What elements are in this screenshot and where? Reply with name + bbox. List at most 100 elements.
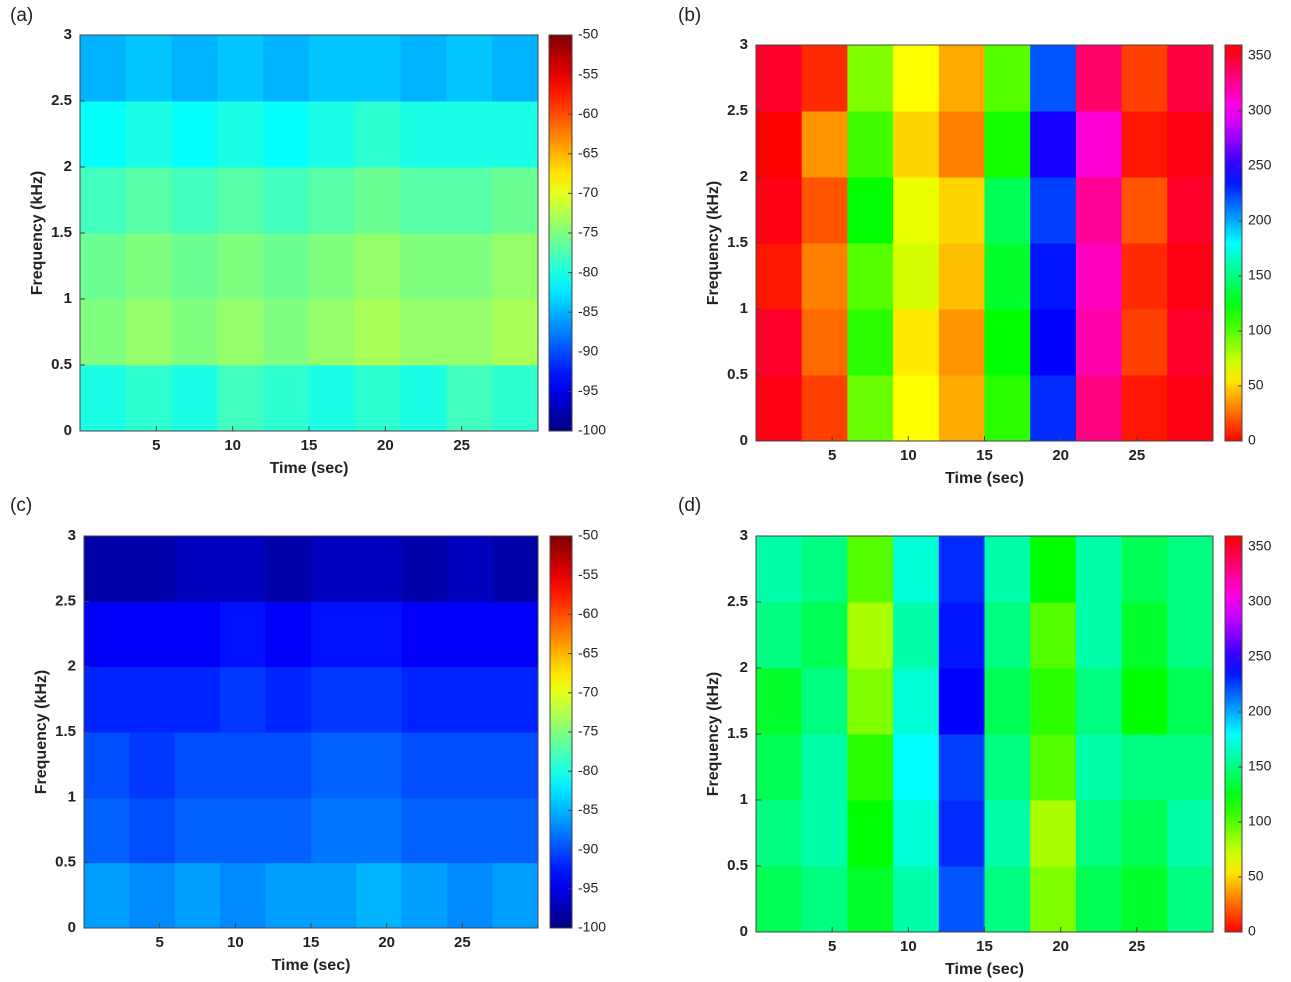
heatmap-cell xyxy=(1075,800,1123,867)
y-tick-label: 0.5 xyxy=(727,366,748,383)
heatmap-cell xyxy=(354,35,402,102)
heatmap-cell xyxy=(756,734,803,801)
y-tick-label: 1.5 xyxy=(55,723,76,740)
colorbar-tick-label: 250 xyxy=(1248,648,1272,664)
heatmap-cell xyxy=(1075,309,1123,376)
heatmap-cell xyxy=(756,45,803,112)
y-tick-label: 2.5 xyxy=(727,593,748,610)
heatmap-cell xyxy=(217,101,264,168)
panel-label: (c) xyxy=(10,495,32,516)
heatmap-cell xyxy=(263,35,310,102)
heatmap-cell xyxy=(984,177,1031,244)
heatmap-cell xyxy=(309,299,356,366)
heatmap-cell xyxy=(984,668,1031,735)
heatmap-cell xyxy=(354,233,402,300)
heatmap-cell xyxy=(1075,375,1123,442)
y-tick-label: 1 xyxy=(740,791,748,808)
heatmap-cell xyxy=(171,299,218,366)
heatmap-cell xyxy=(847,866,894,933)
heatmap-cell xyxy=(354,299,402,366)
heatmap-cell xyxy=(1075,668,1123,735)
heatmap-cell xyxy=(801,375,848,442)
heatmap-cell xyxy=(984,45,1031,112)
heatmap-cell xyxy=(492,536,539,602)
x-tick-label: 20 xyxy=(1052,938,1069,955)
heatmap-cell xyxy=(847,309,894,376)
heatmap-cell xyxy=(401,797,448,864)
heatmap-cell xyxy=(309,35,356,102)
colorbar-tick-label: -50 xyxy=(578,527,598,543)
colorbar-tick-label: -55 xyxy=(578,566,598,582)
x-tick-label: 20 xyxy=(1052,447,1069,464)
colorbar-tick-label: 150 xyxy=(1248,758,1272,774)
x-tick-label: 15 xyxy=(303,934,320,951)
heatmap-cell xyxy=(309,365,356,432)
heatmap-cell xyxy=(400,35,447,102)
heatmap-cell xyxy=(400,365,447,432)
heatmap-cell xyxy=(984,309,1031,376)
x-tick-label: 5 xyxy=(152,437,160,454)
y-tick-label: 0.5 xyxy=(51,356,72,373)
heatmap-cell xyxy=(1075,734,1123,801)
colorbar-tick-label: -65 xyxy=(578,145,598,161)
heatmap-cell xyxy=(1121,602,1168,669)
heatmap-cell xyxy=(401,601,448,668)
heatmap-cell xyxy=(984,602,1031,669)
heatmap-cell xyxy=(1030,45,1077,112)
heatmap-cell xyxy=(220,732,267,798)
heatmap-cell xyxy=(1075,45,1123,112)
x-axis-label: Time (sec) xyxy=(272,957,351,974)
x-tick-label: 5 xyxy=(155,934,163,951)
heatmap-cell xyxy=(125,101,173,168)
heatmap-cell xyxy=(1167,536,1214,603)
heatmap-cell xyxy=(220,666,267,733)
heatmap-cell xyxy=(447,536,494,602)
heatmap-cell xyxy=(125,35,173,102)
heatmap-cell xyxy=(938,375,985,442)
heatmap-cell xyxy=(220,797,267,864)
heatmap-cell xyxy=(938,734,985,801)
heatmap-cell xyxy=(756,866,803,933)
colorbar-tick-label: -100 xyxy=(578,422,606,438)
heatmap-cell xyxy=(984,536,1031,603)
y-axis-label: Frequency (kHz) xyxy=(33,670,50,794)
colorbar-tick-label: 350 xyxy=(1248,538,1272,554)
heatmap-cell xyxy=(1121,536,1168,603)
heatmap-cell xyxy=(84,797,130,864)
y-tick-label: 0 xyxy=(68,919,76,936)
heatmap-cell xyxy=(263,101,310,168)
y-tick-label: 0.5 xyxy=(55,854,76,871)
heatmap-cell xyxy=(801,866,848,933)
heatmap-cell xyxy=(174,732,221,798)
heatmap-cell xyxy=(1167,734,1214,801)
heatmap-cell xyxy=(1167,309,1214,376)
x-tick-label: 25 xyxy=(454,934,471,951)
heatmap-cell xyxy=(129,732,176,798)
colorbar-tick-label: -85 xyxy=(578,801,598,817)
heatmap-cell xyxy=(847,734,894,801)
y-tick-label: 2 xyxy=(740,659,748,676)
heatmap-cell xyxy=(847,177,894,244)
heatmap-cell xyxy=(265,862,312,929)
heatmap-cell xyxy=(356,732,403,798)
heatmap-cell xyxy=(938,668,985,735)
heatmap-cell xyxy=(893,111,940,178)
heatmap-cell xyxy=(1030,668,1077,735)
heatmap-cell xyxy=(309,233,356,300)
heatmap-cell xyxy=(80,167,127,234)
heatmap-cell xyxy=(492,167,539,234)
heatmap-cell xyxy=(447,862,494,929)
heatmap-cell xyxy=(1075,536,1123,603)
colorbar-tick-label: -90 xyxy=(578,840,598,856)
heatmap-cell xyxy=(1075,111,1123,178)
colorbar xyxy=(1224,535,1243,933)
heatmap-cell xyxy=(893,243,940,310)
x-tick-label: 10 xyxy=(900,938,917,955)
heatmap-cell xyxy=(756,668,803,735)
heatmap-cell xyxy=(311,536,357,602)
panel-label: (b) xyxy=(678,5,701,26)
heatmap-cell xyxy=(801,668,848,735)
heatmap-cell xyxy=(492,299,539,366)
heatmap-cell xyxy=(801,243,848,310)
colorbar-tick-label: -85 xyxy=(578,303,598,319)
